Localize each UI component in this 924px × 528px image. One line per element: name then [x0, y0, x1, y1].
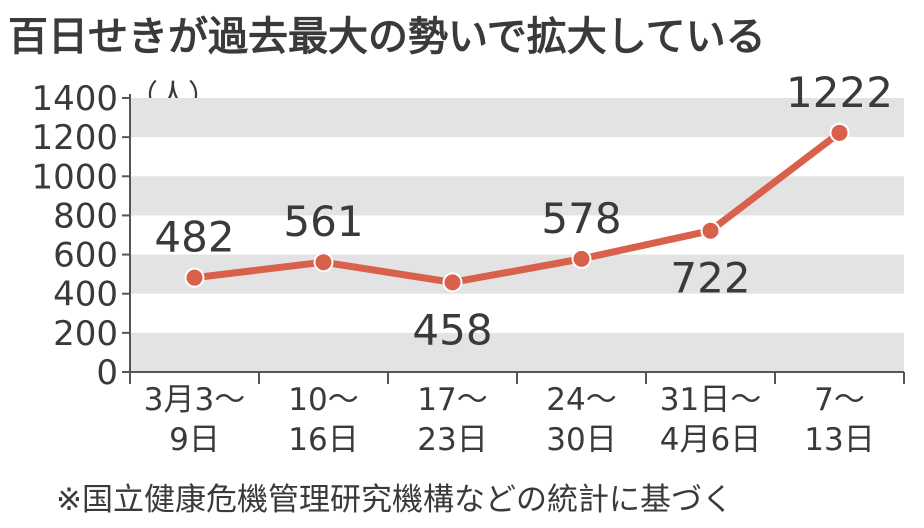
- data-label: 561: [283, 197, 363, 246]
- source-note: ※国立健康危機管理研究機構などの統計に基づく: [56, 482, 733, 518]
- y-tick-label: 1400: [31, 79, 118, 119]
- data-point: [442, 272, 463, 293]
- chart-title: 百日せきが過去最大の勢いで拡大している: [8, 14, 766, 60]
- y-tick-label: 400: [53, 275, 118, 315]
- series-line-path: [191, 129, 843, 286]
- grid-bands: [130, 98, 904, 372]
- y-tick-label: 200: [53, 314, 118, 354]
- x-tick-label: 31日〜: [660, 382, 761, 418]
- x-tick-label: 4月6日: [660, 422, 761, 458]
- data-labels: 482 561 458 578 722 1222: [154, 68, 893, 355]
- x-tick-label: 3月3〜: [144, 382, 245, 418]
- data-point: [829, 122, 850, 143]
- y-tick-label: 0: [96, 353, 118, 393]
- x-tick-label: 16日: [288, 422, 358, 458]
- grid-band: [130, 332, 904, 372]
- x-tick-labels: 3月3〜 9日 10〜 16日 17〜 23日 24〜 30日 31日〜 4月6日 7〜 13日: [144, 382, 875, 458]
- grid-band: [130, 176, 904, 216]
- data-label: 722: [670, 254, 750, 303]
- x-tick-label: 10〜: [288, 382, 358, 418]
- axes: [122, 94, 905, 384]
- data-point: [571, 248, 592, 269]
- y-tick-label: 1000: [31, 157, 118, 197]
- x-tick-label: 23日: [417, 422, 487, 458]
- y-tick-label: 800: [53, 196, 118, 236]
- x-tick-label: 30日: [546, 422, 616, 458]
- y-tick-label: 1200: [31, 118, 118, 158]
- data-point: [184, 267, 205, 288]
- series-line: [184, 122, 850, 293]
- x-tick-label: 13日: [804, 422, 874, 458]
- y-tick-label: 600: [53, 236, 118, 276]
- x-tick-label: 7〜: [814, 382, 865, 418]
- data-label: 578: [541, 194, 621, 243]
- x-tick-label: 24〜: [546, 382, 616, 418]
- data-label: 1222: [786, 68, 893, 117]
- data-point: [700, 220, 721, 241]
- x-tick-label: 17〜: [417, 382, 487, 418]
- grid-band: [130, 98, 904, 138]
- data-point: [313, 252, 334, 273]
- data-label: 482: [154, 213, 234, 262]
- x-tick-label: 9日: [169, 422, 220, 458]
- data-label: 458: [412, 305, 492, 354]
